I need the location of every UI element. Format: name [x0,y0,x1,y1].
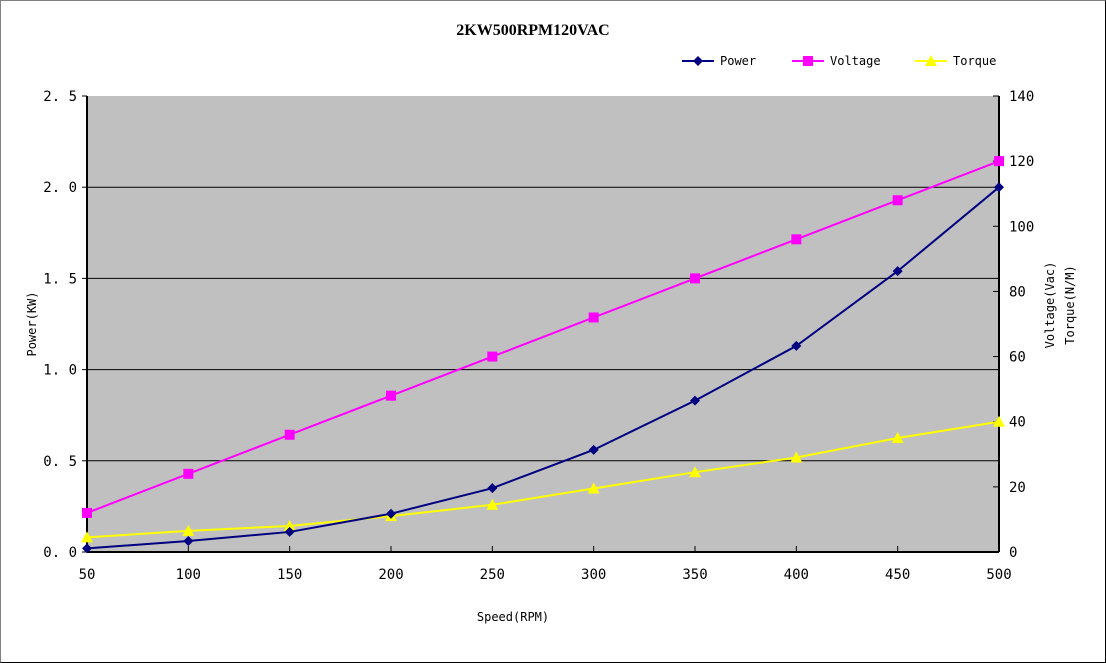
series-line-voltage [86,160,1000,514]
diamond-marker-icon [284,526,295,537]
square-marker-icon [284,429,295,440]
diamond-marker-icon [892,266,903,277]
triangle-marker-icon [993,415,1005,427]
triangle-marker-icon [587,482,600,494]
plot-background [87,96,999,552]
x-tick-label: 100 [176,567,201,583]
x-axis-label: Speed(RPM) [477,610,549,624]
square-marker-icon [690,273,700,284]
y-right-tick-label: 120 [1009,154,1034,170]
axes [82,95,1000,553]
x-tick-label: 500 [986,567,1011,583]
y-left-tick-label: 0. 0 [43,545,77,561]
x-tick-label: 450 [885,567,910,583]
y-axis-right-label-voltage: Voltage(Vac) [1043,262,1057,349]
square-marker-icon [82,507,92,518]
diamond-marker-icon [791,340,802,351]
triangle-marker-icon [790,451,803,463]
y-left-tick-label: 2. 0 [43,180,77,196]
x-tick-label: 300 [581,567,606,583]
triangle-marker-icon [81,531,93,543]
y-left-tick-label: 1. 0 [43,363,77,379]
y-right-tick-label: 60 [1009,350,1026,366]
chart-title: 2KW500RPM120VAC [456,22,610,39]
diamond-marker-icon [690,395,700,406]
diamond-marker-icon [994,182,1004,193]
diamond-marker-icon [386,508,396,519]
y-right-tick-label: 140 [1009,89,1034,105]
square-marker-icon [994,156,1004,167]
triangle-marker-icon [689,466,701,478]
diamond-marker-icon [682,56,714,66]
x-tick-label: 150 [277,567,302,583]
legend-label: Voltage [830,54,881,68]
diamond-marker-icon [82,543,92,554]
y-right-tick-label: 100 [1009,219,1034,235]
legend-label: Power [720,54,757,68]
square-marker-icon [183,468,194,479]
square-marker-icon [588,312,599,323]
y-axis-left-label: Power(KW) [25,291,39,356]
y-left-tick-label: 1. 5 [43,271,77,287]
x-tick-label: 200 [378,567,403,583]
x-tick-label: 400 [784,567,809,583]
square-marker-icon [386,390,396,401]
diamond-marker-icon [588,444,599,455]
y-left-tick-label: 0. 5 [43,454,77,470]
gridlines [87,186,999,462]
x-tick-label: 250 [480,567,505,583]
y-left-tick-label: 2. 5 [43,89,77,105]
triangle-marker-icon [891,432,904,443]
diamond-marker-icon [487,483,498,494]
y-right-tick-label: 40 [1009,415,1026,431]
y-axis-right-label-torque: Torque(N/M) [1063,265,1077,344]
y-right-tick-label: 80 [1009,284,1026,300]
y-right-tick-label: 20 [1009,480,1026,496]
square-marker-icon [791,234,802,245]
square-marker-icon [892,195,903,206]
triangle-marker-icon [486,498,499,510]
diamond-marker-icon [183,536,194,547]
triangle-marker-icon [182,524,195,536]
triangle-marker-icon [283,519,296,531]
legend-label: Torque [953,54,997,68]
series-line-torque [86,420,1000,539]
square-marker-icon [792,56,824,66]
x-tick-label: 350 [682,567,707,583]
series [81,156,1005,554]
y-right-tick-label: 0 [1009,545,1017,561]
triangle-marker-icon [915,55,947,66]
square-marker-icon [487,351,498,362]
x-tick-label: 50 [79,567,96,583]
series-line-power [86,186,1000,550]
tick-labels: 0. 0 0. 5 1. 0 1. 5 2. 0 2. 5 0 20 40 60 80 100 120 1… [43,89,1034,583]
